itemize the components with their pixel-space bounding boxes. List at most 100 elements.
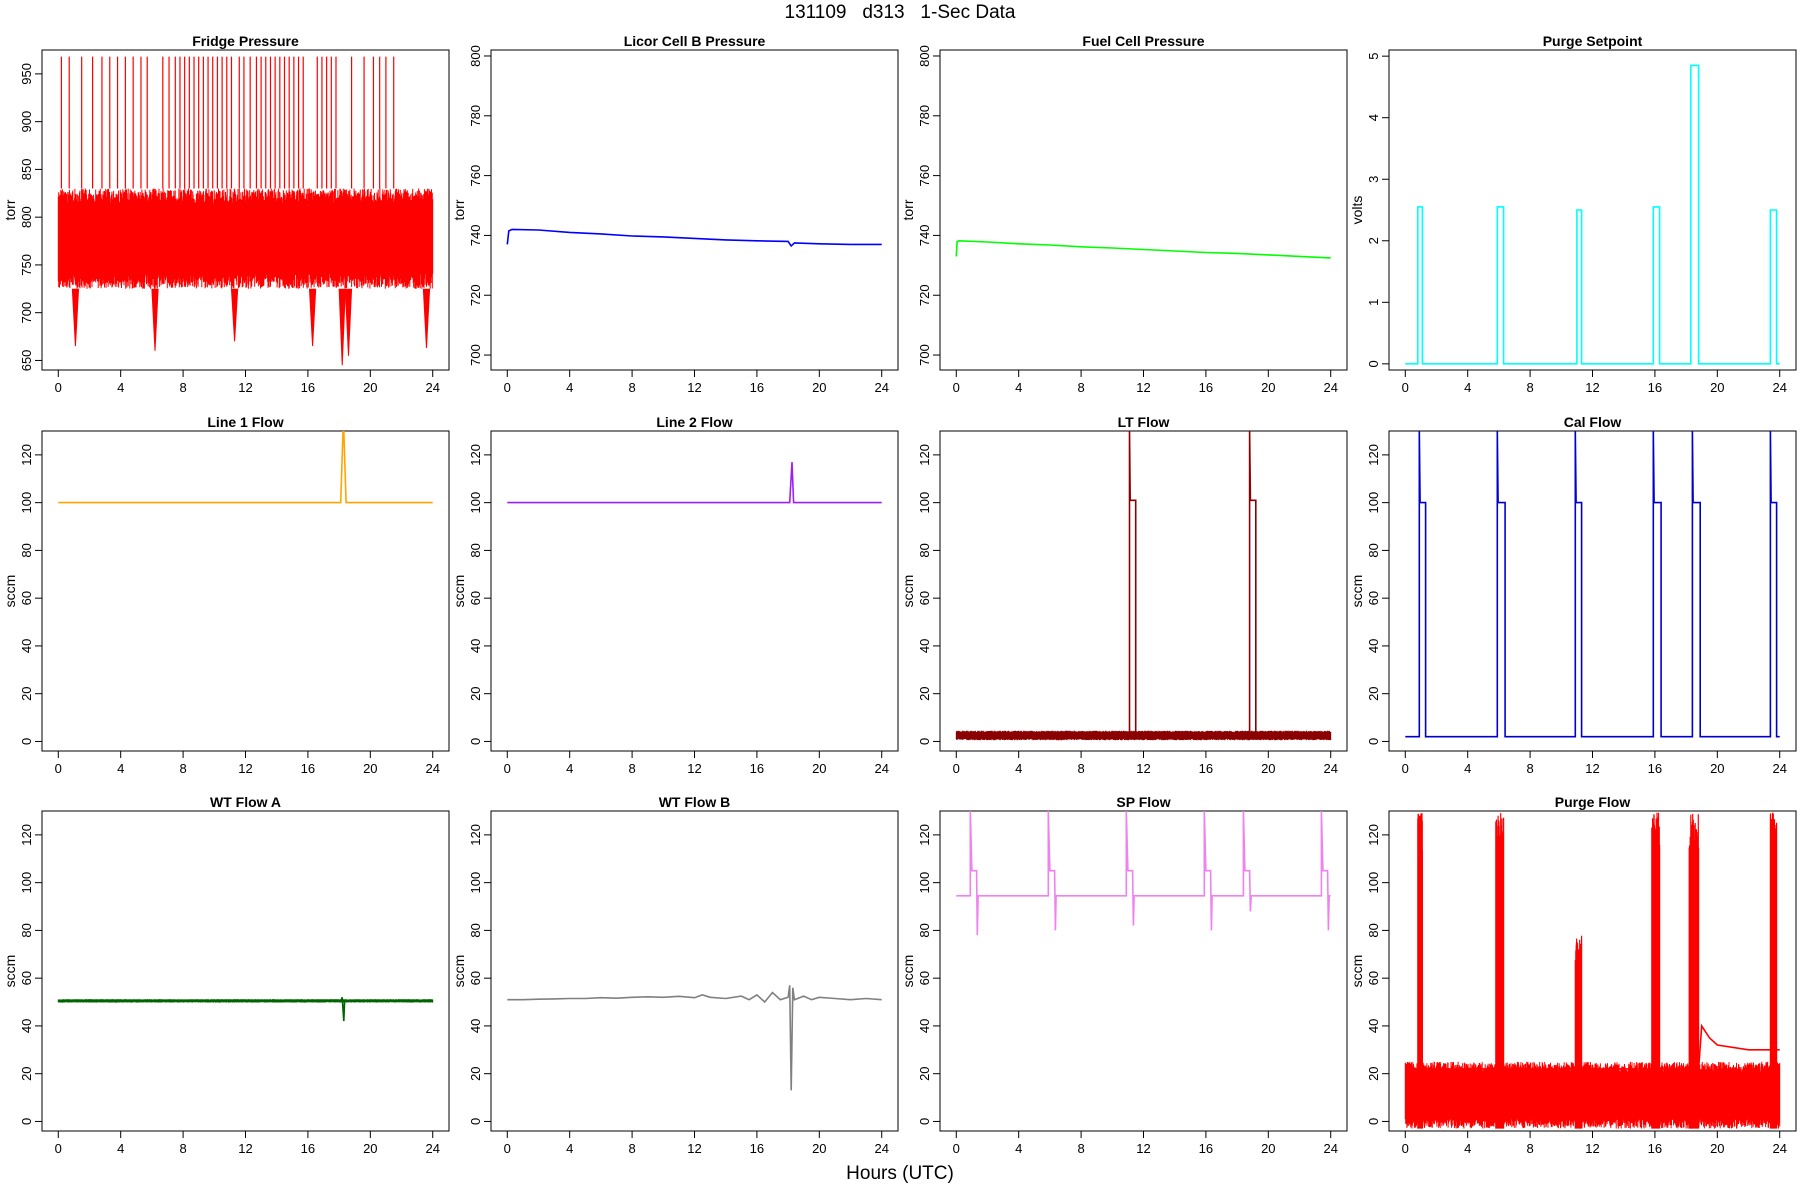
x-tick-label: 16 — [1648, 1141, 1662, 1156]
y-tick-label: 0 — [468, 1118, 483, 1125]
x-tick-label: 16 — [301, 761, 315, 776]
y-tick-label: 80 — [19, 543, 34, 557]
x-tick-label: 16 — [1199, 380, 1213, 395]
y-tick-label: 120 — [19, 824, 34, 846]
series-line-1-flow — [58, 431, 433, 504]
y-tick-label: 40 — [1366, 639, 1381, 653]
series-dip — [344, 288, 353, 356]
y-axis-label: torr — [900, 199, 916, 220]
series-line-2-flow — [507, 461, 882, 504]
series-line — [58, 431, 433, 504]
x-tick-label: 24 — [425, 1141, 439, 1156]
global-x-axis-label: Hours (UTC) — [846, 1163, 954, 1184]
y-tick-label: 20 — [468, 686, 483, 700]
x-tick-label: 8 — [628, 380, 635, 395]
x-tick-label: 16 — [750, 761, 764, 776]
plot-frame — [939, 49, 1348, 371]
chart-cal-flow: Cal Flow sccm 0 4 8 12 16 20 24 0 20 40 60 80 100 120 — [1349, 414, 1797, 776]
chart-purge-flow: Purge Flow sccm 0 4 8 12 16 20 24 0 20 40 60 80 100 120 — [1349, 794, 1797, 1156]
y-tick-label: 80 — [19, 923, 34, 937]
chart-title: Cal Flow — [1564, 414, 1622, 430]
y-tick-label: 80 — [917, 543, 932, 557]
y-tick-label: 60 — [917, 591, 932, 605]
y-tick-label: 20 — [917, 686, 932, 700]
series-line — [1405, 431, 1780, 738]
x-tick-label: 8 — [179, 380, 186, 395]
x-tick-label: 20 — [363, 761, 377, 776]
chart-title: Line 2 Flow — [656, 414, 732, 430]
series-wt-flow-a — [57, 996, 434, 1022]
series-fridge-pressure — [57, 56, 434, 366]
y-tick-label: 60 — [468, 591, 483, 605]
series-fuel-cell-pressure — [955, 239, 1331, 259]
x-tick-label: 24 — [874, 761, 888, 776]
series-burst — [1574, 935, 1583, 1129]
chart-title: LT Flow — [1118, 414, 1170, 430]
x-tick-label: 12 — [1136, 761, 1150, 776]
y-tick-label: 4 — [1366, 114, 1381, 121]
x-tick-label: 20 — [812, 380, 826, 395]
chart-title: Fuel Cell Pressure — [1082, 33, 1204, 49]
x-tick-label: 0 — [953, 380, 960, 395]
y-tick-label: 120 — [917, 444, 932, 466]
y-tick-label: 20 — [19, 686, 34, 700]
y-tick-label: 0 — [1366, 1118, 1381, 1125]
x-tick-label: 24 — [425, 380, 439, 395]
x-tick-label: 24 — [874, 1141, 888, 1156]
x-tick-label: 16 — [1648, 761, 1662, 776]
y-axis-label: sccm — [451, 955, 467, 988]
x-tick-label: 4 — [1464, 380, 1471, 395]
series-burst — [1769, 812, 1778, 1129]
y-tick-label: 100 — [1366, 872, 1381, 894]
y-tick-label: 60 — [468, 971, 483, 985]
y-tick-label: 780 — [917, 105, 932, 127]
x-tick-label: 4 — [117, 380, 124, 395]
x-tick-label: 8 — [628, 761, 635, 776]
y-tick-label: 780 — [468, 105, 483, 127]
x-tick-label: 12 — [1136, 1141, 1150, 1156]
x-tick-label: 16 — [750, 1141, 764, 1156]
x-tick-label: 24 — [425, 761, 439, 776]
x-tick-label: 12 — [687, 761, 701, 776]
y-tick-label: 60 — [19, 591, 34, 605]
x-tick-label: 4 — [1464, 1141, 1471, 1156]
series-dip — [338, 288, 346, 366]
y-axis-label: sccm — [900, 955, 916, 988]
y-tick-label: 40 — [1366, 1019, 1381, 1033]
x-tick-label: 24 — [1323, 761, 1337, 776]
x-tick-label: 4 — [566, 761, 573, 776]
x-tick-label: 8 — [1526, 380, 1533, 395]
x-tick-label: 24 — [1323, 380, 1337, 395]
plot-frame — [939, 810, 1348, 1132]
x-tick-label: 8 — [1077, 761, 1084, 776]
y-axis-label: volts — [1349, 196, 1365, 225]
y-tick-label: 800 — [19, 206, 34, 228]
y-tick-label: 0 — [1366, 360, 1381, 367]
y-tick-label: 120 — [468, 444, 483, 466]
x-tick-label: 12 — [238, 761, 252, 776]
y-tick-label: 720 — [468, 284, 483, 306]
y-tick-label: 100 — [917, 872, 932, 894]
y-tick-label: 0 — [917, 1118, 932, 1125]
x-tick-label: 4 — [566, 1141, 573, 1156]
x-tick-label: 4 — [117, 1141, 124, 1156]
series-wt-flow-b — [507, 985, 882, 1091]
chart-line-2-flow: Line 2 Flow sccm 0 4 8 12 16 20 24 0 20 40 60 80 100 12… — [451, 414, 899, 776]
x-tick-label: 20 — [363, 1141, 377, 1156]
plot-frame — [939, 430, 1348, 752]
y-tick-label: 20 — [19, 1066, 34, 1080]
chart-fridge-pressure: Fridge Pressure torr 0 4 8 12 16 20 24 650 700 750 8… — [2, 33, 450, 395]
plot-frame — [490, 430, 899, 752]
x-tick-label: 0 — [1402, 761, 1409, 776]
y-axis-label: torr — [451, 199, 467, 220]
y-tick-label: 80 — [917, 923, 932, 937]
series-band — [57, 188, 434, 289]
x-tick-label: 0 — [55, 761, 62, 776]
chart-sp-flow: SP Flow sccm 0 4 8 12 16 20 24 0 20 40 60 80 100 120 — [900, 794, 1348, 1156]
series-line — [506, 228, 882, 248]
y-tick-label: 120 — [19, 444, 34, 466]
y-tick-label: 760 — [468, 165, 483, 187]
y-tick-label: 80 — [1366, 543, 1381, 557]
x-tick-label: 24 — [1772, 380, 1786, 395]
